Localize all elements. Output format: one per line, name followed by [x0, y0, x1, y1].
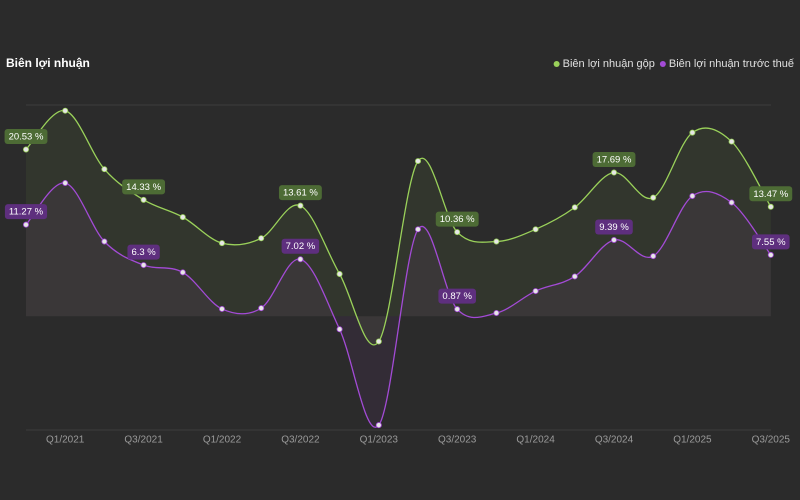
value-label-text: 7.55 % — [756, 237, 786, 248]
area — [26, 182, 771, 428]
x-tick-label: Q3/2023 — [438, 435, 477, 446]
point — [101, 238, 108, 245]
point — [179, 269, 186, 276]
value-label-text: 10.36 % — [440, 214, 475, 225]
value-label-bg — [438, 288, 476, 304]
point — [767, 203, 774, 210]
point — [336, 326, 343, 333]
area — [26, 110, 771, 345]
x-tick-label: Q1/2024 — [516, 435, 555, 446]
value-label-text: 13.61 % — [283, 188, 318, 199]
point — [375, 422, 382, 429]
point — [375, 338, 382, 345]
value-label: 20.53 % — [4, 128, 48, 144]
value-label-text: 7.02 % — [286, 241, 316, 252]
x-tick-label: Q3/2021 — [124, 435, 163, 446]
value-label-bg — [122, 179, 166, 195]
value-label-text: 11.27 % — [9, 207, 44, 218]
value-label: 6.3 % — [127, 244, 160, 260]
value-label: 11.27 % — [4, 204, 48, 220]
value-label: 13.61 % — [278, 185, 322, 201]
value-label-text: 6.3 % — [131, 247, 156, 258]
legend-swatch — [553, 61, 560, 67]
point — [571, 204, 578, 211]
point — [297, 202, 304, 209]
chart-title: Biên lợi nhuận — [6, 56, 90, 70]
line — [25, 182, 772, 428]
legend-label: Biên lợi nhuận gộp — [563, 58, 655, 70]
value-label-text: 13.47 % — [753, 189, 788, 200]
point — [414, 158, 421, 165]
point — [140, 262, 147, 269]
point — [728, 138, 735, 145]
line — [25, 110, 772, 346]
value-label-bg — [4, 204, 48, 220]
point — [493, 309, 500, 316]
value-label-bg — [281, 238, 320, 254]
value-label: 7.02 % — [281, 238, 320, 254]
point — [336, 270, 343, 277]
value-label: 9.39 % — [595, 219, 633, 235]
value-label-bg — [127, 244, 160, 260]
point — [297, 256, 304, 263]
point — [218, 305, 225, 312]
value-label-bg — [592, 152, 636, 168]
point — [532, 288, 539, 295]
point — [532, 226, 539, 233]
value-label-bg — [595, 219, 633, 235]
point — [454, 306, 461, 313]
x-tick-label: Q1/2021 — [46, 435, 85, 446]
value-label-bg — [435, 211, 479, 227]
value-label: 14.33 % — [122, 179, 166, 195]
value-label-bg — [4, 128, 48, 144]
point — [22, 146, 29, 153]
point — [767, 251, 774, 258]
point — [22, 221, 29, 228]
value-label-text: 14.33 % — [126, 182, 161, 193]
value-label-bg — [752, 234, 790, 250]
value-label-bg — [278, 185, 322, 201]
point — [414, 226, 421, 233]
point — [650, 194, 657, 201]
point — [258, 305, 265, 312]
point — [62, 107, 69, 114]
x-tick-label: Q1/2025 — [673, 435, 712, 446]
point — [728, 199, 735, 206]
point — [650, 253, 657, 260]
point — [258, 235, 265, 242]
value-label-bg — [749, 186, 793, 202]
legend-label: Biên lợi nhuận trước thuế — [669, 58, 794, 70]
value-label: 0.87 % — [438, 288, 476, 304]
point — [140, 196, 147, 203]
point — [101, 166, 108, 173]
x-tick-label: Q3/2025 — [752, 435, 791, 446]
point — [493, 238, 500, 245]
point — [689, 192, 696, 199]
point — [611, 236, 618, 243]
value-label: 17.69 % — [592, 152, 636, 168]
x-tick-label: Q1/2023 — [360, 435, 399, 446]
point — [218, 240, 225, 247]
point — [611, 169, 618, 176]
point — [689, 129, 696, 136]
value-label: 10.36 % — [435, 211, 479, 227]
value-label-text: 17.69 % — [597, 155, 632, 166]
point — [571, 273, 578, 280]
value-label-text: 0.87 % — [442, 291, 472, 302]
point — [179, 214, 186, 221]
legend-swatch — [659, 61, 666, 67]
value-label: 13.47 % — [749, 186, 793, 202]
x-tick-label: Q3/2022 — [281, 435, 320, 446]
point — [454, 229, 461, 236]
x-tick-label: Q3/2024 — [595, 435, 634, 446]
x-tick-label: Q1/2022 — [203, 435, 242, 446]
point — [62, 179, 69, 186]
value-label-text: 20.53 % — [9, 131, 44, 142]
value-label: 7.55 % — [752, 234, 790, 250]
value-label-text: 9.39 % — [599, 222, 629, 233]
